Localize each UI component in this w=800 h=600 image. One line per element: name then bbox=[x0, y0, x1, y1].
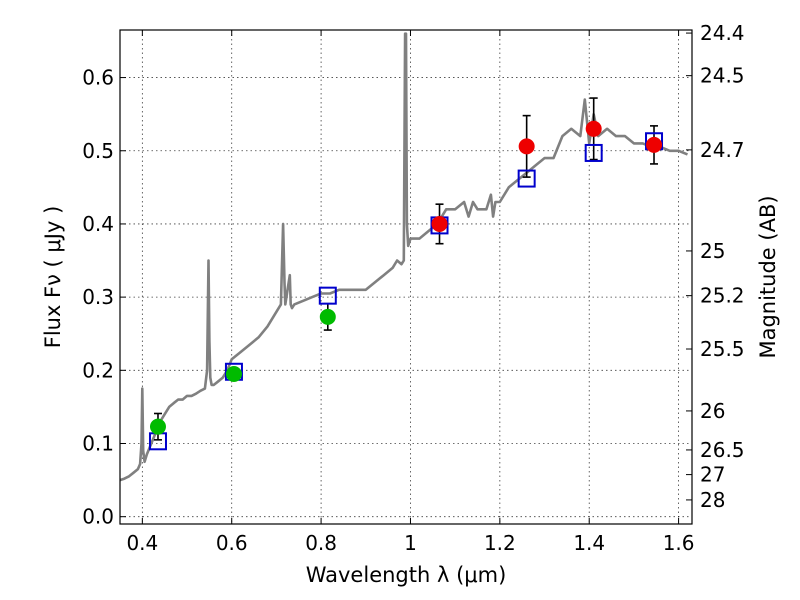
x-tick-label: 0.6 bbox=[216, 531, 248, 555]
x-tick-label: 1.2 bbox=[484, 531, 516, 555]
tick-layer: 0.4 0.6 0.8 1 1.2 1.4 1.6 0.0 0.1 0.2 0.3 0.4 0.5 0.6… bbox=[82, 21, 744, 555]
y-tick-label: 0.1 bbox=[82, 431, 114, 455]
model-spectrum-line bbox=[120, 32, 688, 482]
x-tick-label: 0.8 bbox=[305, 531, 337, 555]
y-tick-label: 0.0 bbox=[82, 505, 114, 529]
y-tick-label: 0.3 bbox=[82, 285, 114, 309]
model-photometry-point bbox=[318, 286, 337, 305]
grid-layer bbox=[120, 30, 692, 524]
y-tick-label: 0.5 bbox=[82, 139, 114, 163]
x-axis-label: Wavelength λ (μm) bbox=[306, 563, 507, 587]
y-tick-label: 0.4 bbox=[82, 212, 114, 236]
x-tick-label: 0.4 bbox=[126, 531, 158, 555]
observed-flux-point bbox=[646, 136, 663, 153]
magnitude-tick-label: 26 bbox=[700, 399, 725, 423]
magnitude-tick-label: 26.5 bbox=[700, 438, 745, 462]
plot-frame bbox=[119, 29, 693, 525]
magnitude-tick-label: 25.5 bbox=[700, 337, 745, 361]
y-axis-label: Flux Fν ( μJy ) bbox=[41, 206, 65, 349]
x-tick-label: 1.4 bbox=[573, 531, 605, 555]
magnitude-tick-label: 24.7 bbox=[700, 138, 745, 162]
x-tick-label: 1 bbox=[404, 531, 417, 555]
observed-flux-point bbox=[431, 215, 448, 232]
observed-flux-point bbox=[225, 365, 242, 382]
x-tick-label: 1.6 bbox=[663, 531, 695, 555]
magnitude-tick-label: 25.2 bbox=[700, 284, 745, 308]
model-photometry-point bbox=[517, 169, 536, 188]
observed-flux-point bbox=[585, 120, 602, 137]
observed-flux-point bbox=[518, 138, 535, 155]
magnitude-tick-label: 24.4 bbox=[700, 21, 745, 45]
data-layer bbox=[120, 32, 688, 482]
magnitude-tick-label: 25 bbox=[700, 239, 725, 263]
magnitude-tick-label: 24.5 bbox=[700, 64, 745, 88]
observed-flux-point bbox=[149, 418, 166, 435]
observed-flux-point bbox=[319, 308, 336, 325]
y-tick-label: 0.2 bbox=[82, 358, 114, 382]
magnitude-tick-label: 27 bbox=[700, 463, 725, 487]
magnitude-tick-label: 28 bbox=[700, 488, 725, 512]
magnitude-axis-label: Magnitude (AB) bbox=[756, 195, 780, 358]
model-photometry-point bbox=[584, 143, 603, 162]
y-tick-label: 0.6 bbox=[82, 66, 114, 90]
